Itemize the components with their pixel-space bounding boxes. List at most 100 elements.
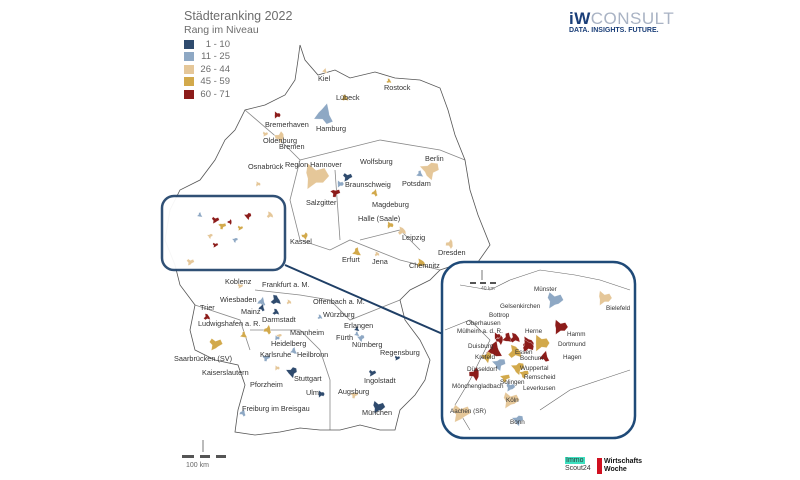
city-area	[495, 334, 504, 346]
city-area	[256, 296, 266, 307]
city-area	[518, 370, 529, 380]
city-area	[289, 346, 298, 354]
city-label: Mainz	[241, 307, 261, 316]
map-subtitle: Rang im Niveau	[184, 24, 259, 36]
city-label: Dresden	[438, 248, 466, 257]
city-label: Hagen	[563, 354, 582, 361]
city-label: Fürth	[336, 333, 354, 342]
city-label: Bremerhaven	[265, 120, 309, 129]
city-label: Duisburg	[468, 343, 494, 350]
iw-consult-logo: iWCONSULT DATA. INSIGHTS. FUTURE.	[569, 9, 674, 34]
wiwo-bottom: Woche	[604, 466, 627, 473]
city-label: Braunschweig	[345, 180, 391, 189]
city-label: Herne	[525, 328, 543, 335]
city-label: Koblenz	[225, 277, 252, 286]
city-label: Regensburg	[380, 348, 420, 357]
city-area	[272, 308, 280, 316]
city-area	[206, 233, 213, 240]
city-area	[275, 364, 280, 372]
city-label: Wolfsburg	[360, 157, 393, 166]
city-area	[445, 238, 453, 250]
city-label: Ulm	[306, 388, 319, 397]
city-area	[415, 170, 424, 178]
city-area	[217, 223, 227, 230]
city-area	[598, 290, 613, 306]
city-label: Hamburg	[316, 124, 347, 133]
city-area	[263, 324, 272, 336]
city-label: Jena	[372, 257, 388, 266]
city-area	[506, 382, 516, 393]
city-area	[387, 220, 394, 229]
city-label: Düsseldorf	[467, 366, 498, 373]
legend-swatch	[184, 52, 194, 62]
city-label: Trier	[200, 303, 215, 312]
city-label: Karlsruhe	[260, 350, 292, 359]
city-label: Halle (Saale)	[358, 214, 401, 223]
city-label: Ludwigshafen a. R.	[198, 319, 261, 328]
city-label: Frankfurt a. M.	[262, 280, 310, 289]
city-area	[351, 246, 362, 256]
city-label: Bochum	[520, 355, 544, 362]
city-label: Heilbronn	[297, 350, 329, 359]
city-label: Leverkusen	[523, 385, 556, 392]
city-label: Mülheim a. d. R.	[457, 328, 503, 335]
detail-inset-frame	[440, 260, 637, 440]
city-area	[231, 237, 239, 244]
city-area	[329, 189, 341, 198]
city-area	[275, 334, 280, 342]
city-area	[468, 366, 479, 382]
city-area	[186, 258, 195, 266]
city-label: Bremen	[279, 142, 305, 151]
city-label: Region Hannover	[285, 160, 342, 169]
city-area	[511, 415, 524, 427]
city-area	[286, 298, 292, 305]
city-label: Wiesbaden	[220, 295, 257, 304]
city-area	[262, 131, 269, 138]
city-area	[499, 374, 511, 384]
immo-text: Immo	[565, 457, 585, 464]
city-area	[353, 330, 360, 337]
city-label: Köln	[506, 397, 519, 404]
city-label: Magdeburg	[372, 200, 409, 209]
legend-label: 26 - 44	[200, 63, 230, 75]
city-area	[491, 358, 506, 372]
city-area	[397, 226, 407, 236]
city-area	[285, 366, 298, 379]
city-label: Kassel	[290, 237, 312, 246]
legend-label: 45 - 59	[200, 76, 230, 88]
logo-tagline: DATA. INSIGHTS. FUTURE.	[569, 27, 659, 34]
city-area	[317, 314, 323, 320]
legend-label: 11 - 25	[201, 51, 230, 63]
city-area	[237, 283, 244, 290]
city-area	[321, 67, 328, 74]
city-label: Stuttgart	[294, 374, 322, 383]
city-area	[196, 211, 203, 218]
logo-iw: iW	[569, 9, 591, 28]
city-area	[227, 218, 232, 226]
city-label: Bonn	[510, 419, 525, 426]
city-area	[373, 400, 386, 415]
city-label: Dortmund	[558, 341, 586, 348]
city-area	[340, 94, 349, 102]
legend-label: 1 - 10	[205, 38, 230, 50]
city-label: Offenbach a. M.	[313, 297, 365, 306]
city-label: Berlin	[425, 154, 444, 163]
city-area	[485, 340, 503, 357]
city-label: Gelsenkirchen	[500, 303, 541, 310]
legend-item: 45 - 59	[184, 76, 230, 89]
city-label: Wuppertal	[520, 365, 549, 372]
legend: 1 - 10 11 - 25 26 - 44 45 - 59 60 - 71	[184, 38, 230, 101]
city-label: Osnabrück	[248, 162, 284, 171]
north-arrow	[202, 270, 483, 452]
city-area	[368, 369, 377, 377]
city-label: Rostock	[384, 83, 411, 92]
city-area	[313, 102, 334, 125]
city-area	[238, 408, 246, 417]
scout-text: Scout24	[565, 465, 591, 472]
legend-label: 60 - 71	[200, 88, 230, 100]
city-label: München	[362, 408, 393, 417]
legend-swatch	[184, 77, 194, 87]
city-label: Würzburg	[323, 310, 355, 319]
city-area	[419, 162, 440, 181]
